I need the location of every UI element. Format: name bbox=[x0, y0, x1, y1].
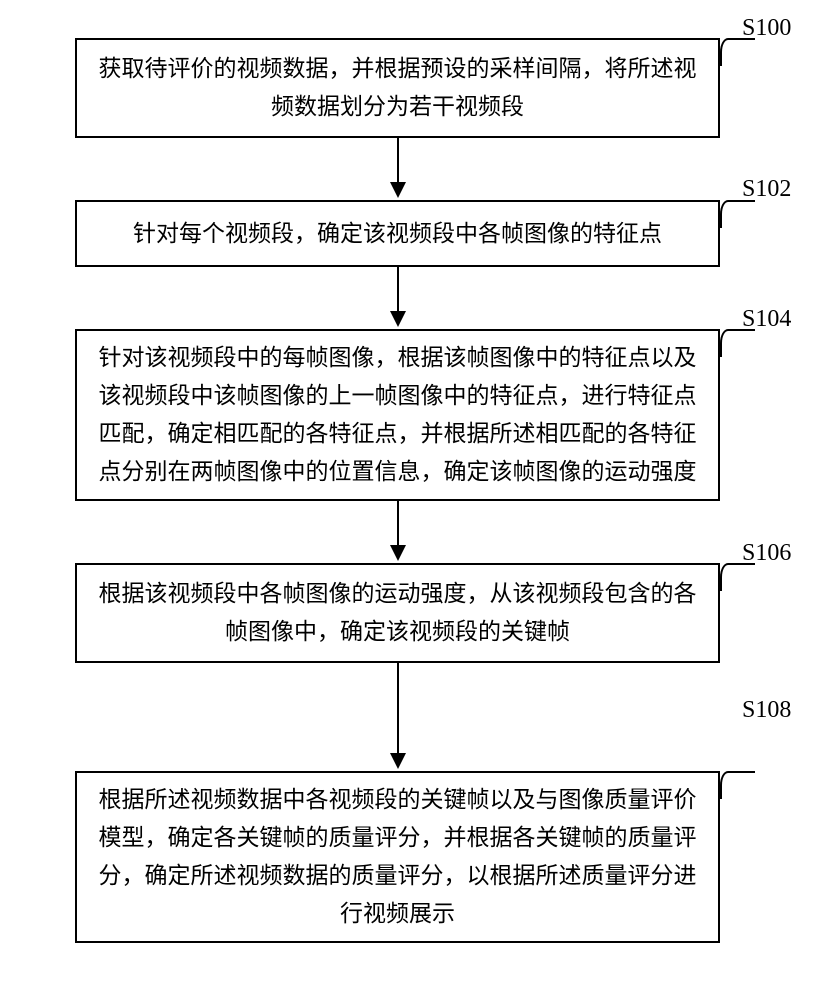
step-bracket-s104 bbox=[720, 329, 755, 357]
step-text-s108: 根据所述视频数据中各视频段的关键帧以及与图像质量评价模型，确定各关键帧的质量评分… bbox=[97, 781, 698, 933]
step-box-s108: 根据所述视频数据中各视频段的关键帧以及与图像质量评价模型，确定各关键帧的质量评分… bbox=[75, 771, 720, 943]
step-text-s100: 获取待评价的视频数据，并根据预设的采样间隔，将所述视频数据划分为若干视频段 bbox=[97, 50, 698, 126]
step-box-s100: 获取待评价的视频数据，并根据预设的采样间隔，将所述视频数据划分为若干视频段 bbox=[75, 38, 720, 138]
step-text-s106: 根据该视频段中各帧图像的运动强度，从该视频段包含的各帧图像中，确定该视频段的关键… bbox=[97, 575, 698, 651]
step-text-s102: 针对每个视频段，确定该视频段中各帧图像的特征点 bbox=[97, 215, 698, 253]
connector-s100-s102 bbox=[397, 138, 399, 182]
connector-s102-s104 bbox=[397, 267, 399, 311]
connector-s106-s108 bbox=[397, 663, 399, 753]
step-box-s104: 针对该视频段中的每帧图像，根据该帧图像中的特征点以及该视频段中该帧图像的上一帧图… bbox=[75, 329, 720, 501]
step-label-s108: S108 bbox=[742, 697, 791, 724]
connector-s104-s106 bbox=[397, 501, 399, 545]
arrow-s106-s108 bbox=[390, 753, 406, 769]
step-box-s102: 针对每个视频段，确定该视频段中各帧图像的特征点 bbox=[75, 200, 720, 267]
step-box-s106: 根据该视频段中各帧图像的运动强度，从该视频段包含的各帧图像中，确定该视频段的关键… bbox=[75, 563, 720, 663]
step-text-s104: 针对该视频段中的每帧图像，根据该帧图像中的特征点以及该视频段中该帧图像的上一帧图… bbox=[97, 339, 698, 491]
arrow-s100-s102 bbox=[390, 182, 406, 198]
step-bracket-s106 bbox=[720, 563, 755, 591]
arrow-s102-s104 bbox=[390, 311, 406, 327]
step-bracket-s100 bbox=[720, 38, 755, 66]
arrow-s104-s106 bbox=[390, 545, 406, 561]
step-bracket-s108 bbox=[720, 771, 755, 799]
step-bracket-s102 bbox=[720, 200, 755, 228]
step-label-s102: S102 bbox=[742, 176, 791, 203]
